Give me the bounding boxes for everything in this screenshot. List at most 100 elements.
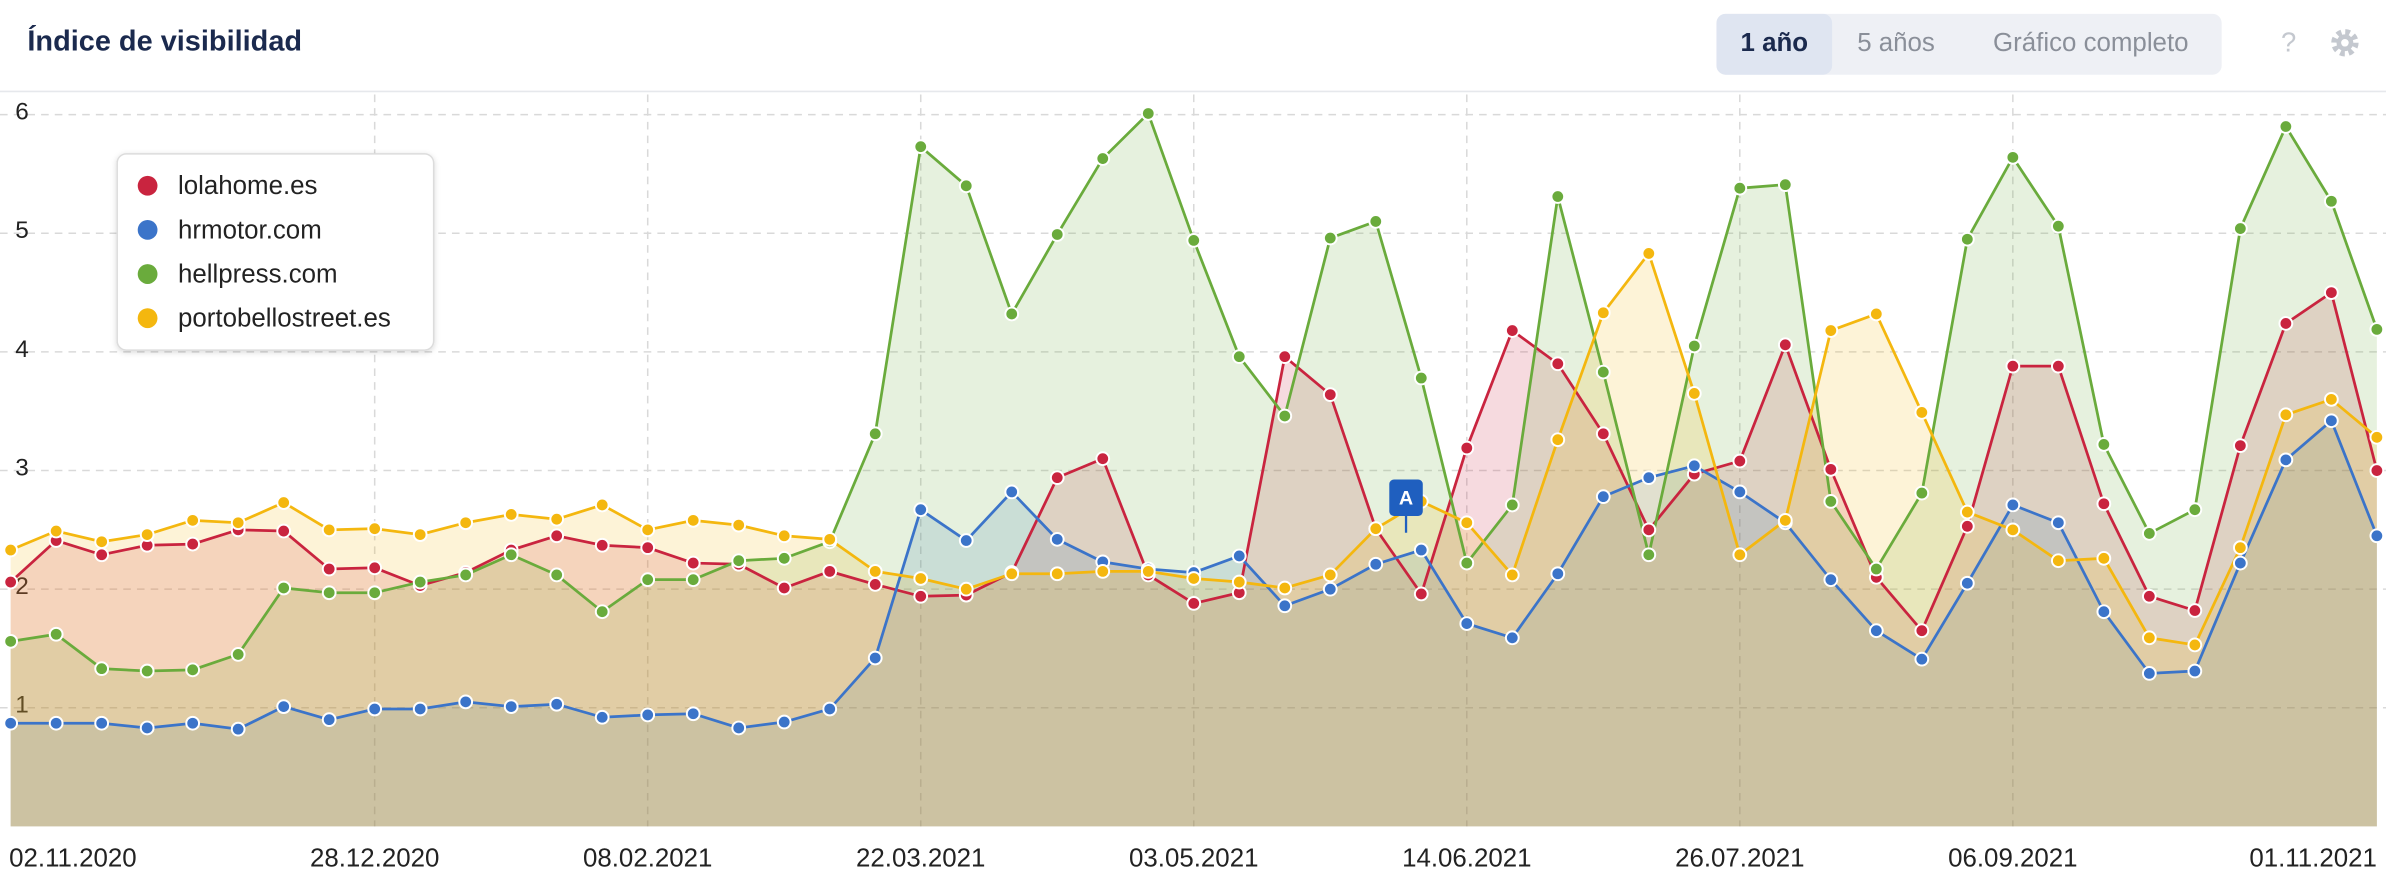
data-point [2141, 588, 2157, 604]
data-point [867, 650, 883, 666]
legend: lolahome.es hrmotor.com hellpress.com porto… [116, 153, 435, 351]
area [10, 253, 2377, 827]
data-point [1459, 555, 1475, 571]
data-point [2278, 452, 2294, 468]
data-point [367, 701, 383, 717]
data-point [685, 512, 701, 528]
data-point [1732, 547, 1748, 563]
data-point [458, 567, 474, 583]
data-point [2232, 540, 2248, 556]
data-point [1823, 494, 1839, 509]
data-point [640, 522, 656, 538]
data-point [94, 534, 110, 550]
data-point [48, 523, 64, 539]
data-point [1823, 572, 1839, 588]
settings-icon[interactable] [2331, 29, 2359, 57]
data-point [1504, 567, 1520, 583]
data-point [1231, 574, 1247, 590]
y-tick-label: 4 [15, 336, 29, 363]
data-point [731, 720, 747, 736]
range-button-active[interactable] [1716, 13, 1833, 75]
data-point [2141, 666, 2157, 681]
data-point [503, 507, 519, 522]
x-tick-label: 01.11.2021 [2249, 845, 2377, 873]
data-point [1959, 231, 1975, 247]
data-point [1186, 571, 1202, 586]
data-point [1095, 151, 1111, 166]
range-button[interactable]: Gráfico completo [1993, 29, 2188, 57]
data-point [2323, 193, 2339, 209]
help-icon[interactable]: ? [2281, 27, 2296, 58]
data-point [958, 533, 974, 548]
data-point [2323, 285, 2339, 300]
x-tick-label: 03.05.2021 [1129, 845, 1258, 873]
data-point [1095, 451, 1111, 467]
data-point [958, 581, 974, 597]
data-point [367, 521, 383, 537]
data-point [2005, 522, 2021, 538]
data-point [1049, 531, 1065, 547]
data-point [48, 626, 64, 642]
data-point [2141, 526, 2157, 541]
data-point [1459, 515, 1475, 531]
data-point [1186, 596, 1202, 611]
data-point [685, 706, 701, 722]
data-point [230, 647, 246, 662]
data-point [958, 178, 974, 194]
data-point [1277, 598, 1293, 614]
data-point [913, 588, 929, 604]
legend-label: hrmotor.com [178, 216, 322, 244]
data-point [776, 580, 792, 596]
data-point [2096, 437, 2112, 452]
data-point [2369, 429, 2385, 445]
data-point [1595, 364, 1611, 380]
data-point [1322, 230, 1338, 246]
data-point [1231, 548, 1247, 564]
range-button[interactable]: 5 años [1857, 29, 1935, 57]
data-point [1504, 497, 1520, 513]
data-point [1686, 386, 1702, 401]
data-point [2232, 221, 2248, 236]
data-point [822, 563, 838, 579]
data-point [1413, 586, 1429, 602]
data-point [3, 574, 19, 590]
data-point [1777, 337, 1793, 353]
data-point [1641, 547, 1657, 563]
data-point [640, 540, 656, 556]
data-point [1595, 489, 1611, 505]
data-point [1595, 305, 1611, 321]
data-point [1914, 651, 1930, 667]
data-point [1004, 566, 1020, 582]
data-point [1959, 504, 1975, 520]
data-point [1641, 246, 1657, 261]
range-switch [1716, 13, 2222, 75]
data-point [1914, 623, 1930, 639]
area [10, 113, 2377, 827]
y-tick-label: 5 [15, 217, 29, 244]
data-point [2005, 497, 2021, 513]
data-point [1004, 484, 1020, 500]
data-point [1550, 432, 1566, 448]
data-point [685, 572, 701, 588]
data-point [549, 511, 565, 527]
data-point [1732, 484, 1748, 500]
data-point [276, 699, 292, 714]
data-point [2232, 555, 2248, 571]
data-point [412, 527, 428, 542]
data-point [139, 663, 155, 679]
data-point [1868, 561, 1884, 577]
data-point [685, 555, 701, 571]
data-point [2187, 502, 2203, 518]
data-point [185, 662, 201, 678]
data-point [1641, 522, 1657, 538]
data-point [2187, 663, 2203, 679]
data-point [776, 714, 792, 730]
data-point [2096, 496, 2112, 512]
data-point [1140, 106, 1156, 121]
data-point [731, 553, 747, 569]
data-point [2369, 528, 2385, 544]
data-point [1823, 323, 1839, 338]
range-button[interactable]: 1 año [1741, 29, 1809, 57]
data-point [2005, 358, 2021, 374]
data-point [321, 585, 337, 601]
